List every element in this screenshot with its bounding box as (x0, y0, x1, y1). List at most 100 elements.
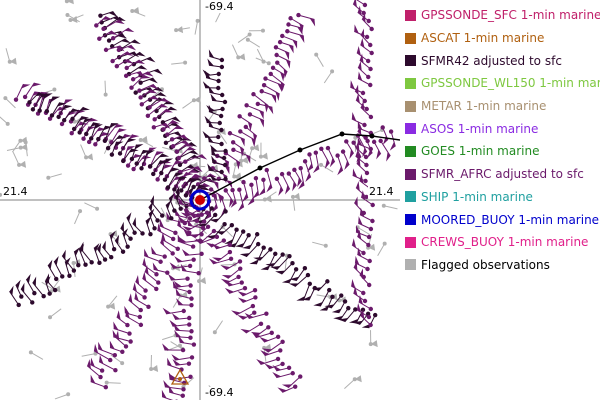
sfmr-barb-shaft (96, 248, 106, 260)
sfmr-barb-dot (236, 274, 241, 280)
sfmr-barb-dot (147, 164, 153, 169)
sfmr-barb-dot (370, 202, 375, 208)
sfmr-barb-dot (227, 249, 233, 255)
sfmr-barb-shaft (288, 269, 297, 284)
sfmr-barb-flag (160, 98, 170, 103)
sfmr-barb-dot (178, 206, 183, 211)
sfmr-barb-dot (187, 263, 193, 269)
sfmr-barb-flag (353, 286, 358, 296)
sfmr-barb-dot (279, 171, 285, 177)
flagged-dot (3, 96, 8, 101)
sfmr-barb-flag (247, 197, 254, 206)
sfmr-barb-flag (288, 44, 294, 54)
sfmr-barb-flag (184, 203, 190, 213)
sfmr-barb-flag (159, 153, 170, 158)
sfmr-barb-flag (137, 65, 148, 70)
flagged-barb (320, 164, 334, 173)
flagged-dot (314, 52, 319, 57)
sfmr-barb-dot (366, 74, 371, 80)
sfmr-barb-shaft (355, 155, 367, 166)
flagged-barb (264, 191, 277, 200)
sfmr-barb-shaft (188, 224, 204, 229)
sfmr-barb-flag (224, 280, 234, 287)
sfmr-barb-dot (188, 335, 193, 340)
sfmr-barb-flag (167, 357, 173, 367)
flagged-dot (0, 192, 3, 197)
sfmr-barb-flag (183, 207, 191, 215)
sfmr-barb-dot (388, 129, 394, 134)
sfmr-barb-flag (173, 323, 181, 331)
sfmr-barb-shaft (104, 122, 113, 141)
sfmr-barb-dot (41, 294, 46, 299)
sfmr-barb-dot (156, 280, 161, 285)
sfmr-barb-dot (54, 276, 59, 282)
flagged-dot (319, 162, 324, 167)
sfmr-barb-dot (266, 325, 271, 330)
sfmr-barb-shaft (179, 341, 194, 346)
sfmr-barb-dot (363, 178, 368, 184)
sfmr-barb-flag (90, 122, 101, 127)
flagged-barb (48, 173, 62, 179)
sfmr-barb-dot (151, 125, 157, 130)
flagged-dot (46, 175, 51, 180)
sfmr-barb-flag (162, 343, 170, 351)
sfmr-barb-flag (253, 132, 257, 143)
flagged-dot (261, 59, 266, 64)
sfmr-barb-dot (103, 384, 109, 390)
sfmr-barb-shaft (230, 229, 238, 244)
sfmr-barb-dot (67, 273, 72, 279)
sfmr-barb-dot (290, 371, 295, 376)
sfmr-barb-shaft (132, 288, 145, 298)
legend-item: GPSSONDE_SFC 1-min marine (405, 4, 600, 27)
sfmr-barb-shaft (142, 277, 157, 290)
sfmr-barb-dot (369, 26, 374, 32)
flagged-barb (292, 196, 296, 211)
flagged-dot (95, 206, 100, 211)
sfmr-barb-shaft (327, 147, 336, 163)
flagged-barb (107, 295, 118, 307)
sfmr-barb-flag (260, 265, 270, 271)
sfmr-barb-dot (361, 290, 366, 296)
sfmr-barb-dot (220, 92, 225, 98)
sfmr-barb-dot (84, 131, 89, 137)
sfmr-barb-shaft (126, 217, 136, 233)
sfmr-barb-shaft (100, 11, 114, 17)
sfmr-barb-dot (59, 121, 65, 127)
flagged-barb (312, 241, 326, 247)
flagged-dot (195, 18, 200, 23)
sfmr-barb-dot (145, 113, 151, 118)
sfmr-barb-flag (170, 167, 180, 172)
sfmr-barb-dot (243, 124, 249, 130)
axis-label-top: -69.4 (204, 0, 235, 13)
sfmr-barb-flag (149, 208, 155, 218)
sfmr-barb-flag (180, 263, 188, 272)
legend-label: ASOS 1-min marine (421, 121, 539, 136)
sfmr-barb-flag (202, 69, 211, 76)
flagged-dot (28, 350, 33, 355)
storm-track-point (369, 133, 375, 139)
sfmr-barb-flag (292, 39, 298, 49)
sfmr-barb-dot (199, 212, 204, 217)
sfmr-barb-shaft (53, 261, 63, 277)
sfmr-barb-flag (352, 320, 363, 325)
sfmr-barb-dot (138, 307, 143, 313)
sfmr-barb-dot (163, 140, 169, 145)
sfmr-barb-dot (109, 255, 114, 260)
sfmr-barb-flag (209, 144, 218, 152)
wind-observation-map[interactable]: -69.4 -69.4 21.4 21.4 (0, 0, 400, 400)
sfmr-barb-flag (169, 120, 180, 124)
sfmr-barb-flag (357, 71, 363, 81)
flagged-dot (177, 343, 182, 348)
sfmr-barb-dot (221, 238, 227, 243)
sfmr-barb-flag (386, 151, 391, 162)
sfmr-barb-dot (71, 126, 77, 132)
sfmr-barb-dot (339, 293, 344, 298)
legend-label: CREWS_BUOY 1-min marine (421, 235, 589, 250)
flagged-barb (84, 202, 98, 210)
flagged-barb (74, 210, 81, 225)
sfmr-barb-shaft (144, 271, 159, 283)
sfmr-barb-shaft (177, 224, 190, 234)
sfmr-barb-dot (188, 374, 193, 380)
sfmr-barb-dot (219, 127, 224, 133)
sfmr-barb-dot (365, 58, 371, 64)
